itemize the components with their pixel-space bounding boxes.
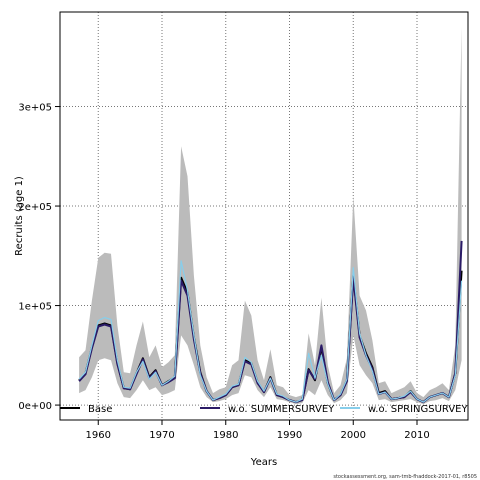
legend: Base w.o. SUMMERSURVEY w.o. SPRINGSURVEY	[60, 404, 468, 415]
legend-label-springsurvey: w.o. SPRINGSURVEY	[368, 404, 468, 415]
x-tick-label-1960: 1960	[86, 430, 111, 441]
confidence-band	[79, 26, 462, 405]
x-tick-label-1990: 1990	[277, 430, 302, 441]
source-footnote: stockassessment.org, sam-tmb-fhaddock-20…	[333, 474, 477, 480]
x-tick-label-2010: 2010	[404, 430, 429, 441]
x-tick-label-1980: 1980	[213, 430, 238, 441]
confidence-band-area	[79, 26, 462, 405]
grid-lines	[60, 12, 468, 420]
y-tick-label-2: 2e+05	[18, 202, 52, 213]
x-axis-ticks: 1960 1970 1980 1990 2000 2010	[86, 420, 430, 441]
y-axis-ticks: 0e+00 1e+05 2e+05 3e+05	[18, 103, 60, 412]
legend-label-base: Base	[88, 404, 112, 415]
x-axis-label: Years	[250, 457, 277, 468]
y-tick-label-0: 0e+00	[18, 401, 52, 412]
series-line-w-o-springsurvey	[78, 260, 463, 403]
legend-label-summersurvey: w.o. SUMMERSURVEY	[228, 404, 335, 415]
y-tick-label-1: 1e+05	[18, 302, 52, 313]
y-tick-label-3: 3e+05	[18, 103, 52, 114]
x-tick-label-2000: 2000	[341, 430, 366, 441]
plot-frame	[59, 11, 469, 421]
series-lines	[78, 240, 463, 404]
x-tick-label-1970: 1970	[149, 430, 174, 441]
y-axis-label: Recruits (age 1)	[14, 176, 25, 256]
